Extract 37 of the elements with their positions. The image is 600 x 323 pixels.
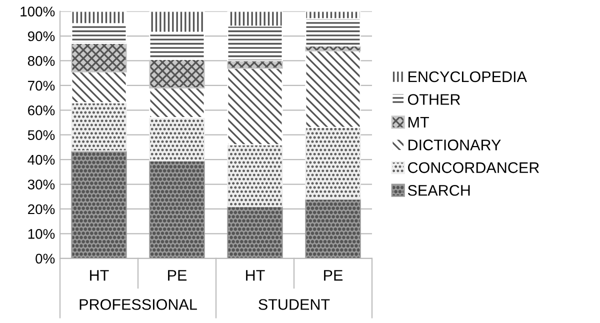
- x-tick-label: PE: [324, 270, 343, 281]
- legend-label: OTHER: [408, 94, 460, 105]
- text: PROFESSIONAL: [80, 299, 197, 310]
- bar: [305, 126, 361, 200]
- bar: [149, 117, 205, 162]
- bar: [305, 198, 361, 258]
- bar: [149, 58, 205, 88]
- x-tick-label: HT: [246, 270, 265, 281]
- y-tick-label: 60%: [28, 105, 55, 116]
- bar: [71, 102, 127, 152]
- bar: [71, 42, 127, 72]
- y-tick-label: 20%: [28, 204, 55, 214]
- y-tick-label: 50%: [28, 130, 55, 140]
- y-tick-label: 0%: [36, 254, 55, 264]
- y-tick-label: 40%: [28, 154, 55, 165]
- text: STUDENT: [258, 299, 330, 310]
- bar: [227, 144, 283, 208]
- y-tick-label: 10%: [28, 229, 55, 239]
- x-tick-label: PE: [168, 270, 187, 281]
- y-tick-label: 70%: [28, 80, 55, 91]
- legend-label: DICTIONARY: [408, 140, 501, 150]
- y-tick-label: 80%: [28, 56, 55, 66]
- legend-label: MT: [408, 116, 429, 128]
- x-tick-label: HT: [90, 270, 109, 281]
- legend-label: SEARCH: [408, 184, 470, 196]
- bar: [227, 68, 283, 146]
- bar: [71, 71, 127, 104]
- bar: [149, 160, 205, 258]
- legend-label: CONCORDANCER: [408, 162, 539, 174]
- bar: [227, 206, 283, 258]
- bar: [149, 87, 205, 118]
- legend-label: ENCYCLOPEDIA: [408, 71, 527, 82]
- bar: [305, 50, 361, 128]
- bar: [71, 150, 127, 258]
- y-tick-label: 100%: [20, 6, 55, 16]
- y-tick-label: 30%: [28, 180, 55, 190]
- y-tick-label: 90%: [28, 31, 55, 42]
